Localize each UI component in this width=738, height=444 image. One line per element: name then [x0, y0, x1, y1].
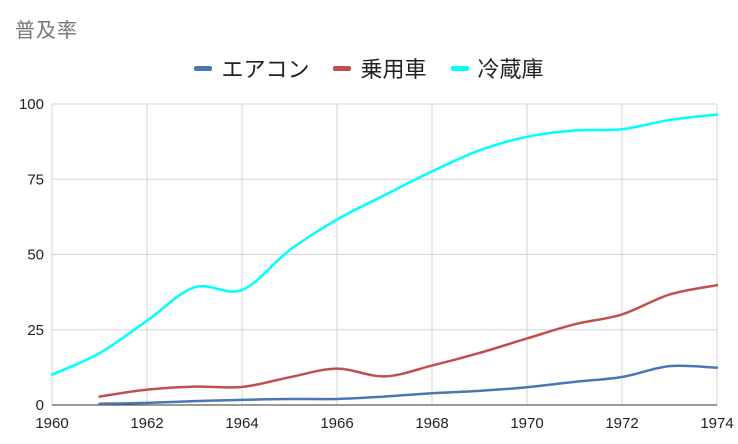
legend-swatch-fridge: [450, 65, 469, 71]
x-tick-label-1968: 1968: [415, 415, 448, 432]
legend-label-car: 乗用車: [360, 58, 427, 83]
series-line-car: [98, 283, 719, 398]
legend-swatch-car: [333, 65, 352, 71]
legend-item-fridge[interactable]: 冷蔵庫: [450, 52, 544, 84]
x-tick-label-1974: 1974: [700, 415, 733, 432]
x-tick-label-1970: 1970: [510, 415, 543, 432]
y-tick-label-25: 25: [27, 322, 44, 339]
y-tick-label-100: 100: [19, 96, 44, 113]
y-tick-label-50: 50: [27, 247, 44, 264]
chart-title: 普及率: [15, 18, 78, 42]
series-line-aircon: [98, 364, 719, 406]
x-tick-label-1962: 1962: [130, 415, 163, 432]
legend-label-fridge: 冷蔵庫: [477, 58, 544, 83]
legend-item-car[interactable]: 乗用車: [333, 52, 427, 84]
y-tick-label-75: 75: [27, 171, 44, 188]
legend-item-aircon[interactable]: エアコン: [194, 52, 309, 84]
x-tick-label-1966: 1966: [320, 415, 353, 432]
legend-label-aircon: エアコン: [221, 58, 310, 83]
y-tick-label-0: 0: [36, 397, 44, 414]
legend-swatch-aircon: [194, 65, 213, 71]
legend: エアコン 乗用車 冷蔵庫: [0, 52, 738, 84]
x-tick-label-1972: 1972: [605, 415, 638, 432]
series-line-fridge: [50, 113, 719, 376]
x-tick-label-1964: 1964: [225, 415, 258, 432]
x-tick-label-1960: 1960: [35, 415, 68, 432]
